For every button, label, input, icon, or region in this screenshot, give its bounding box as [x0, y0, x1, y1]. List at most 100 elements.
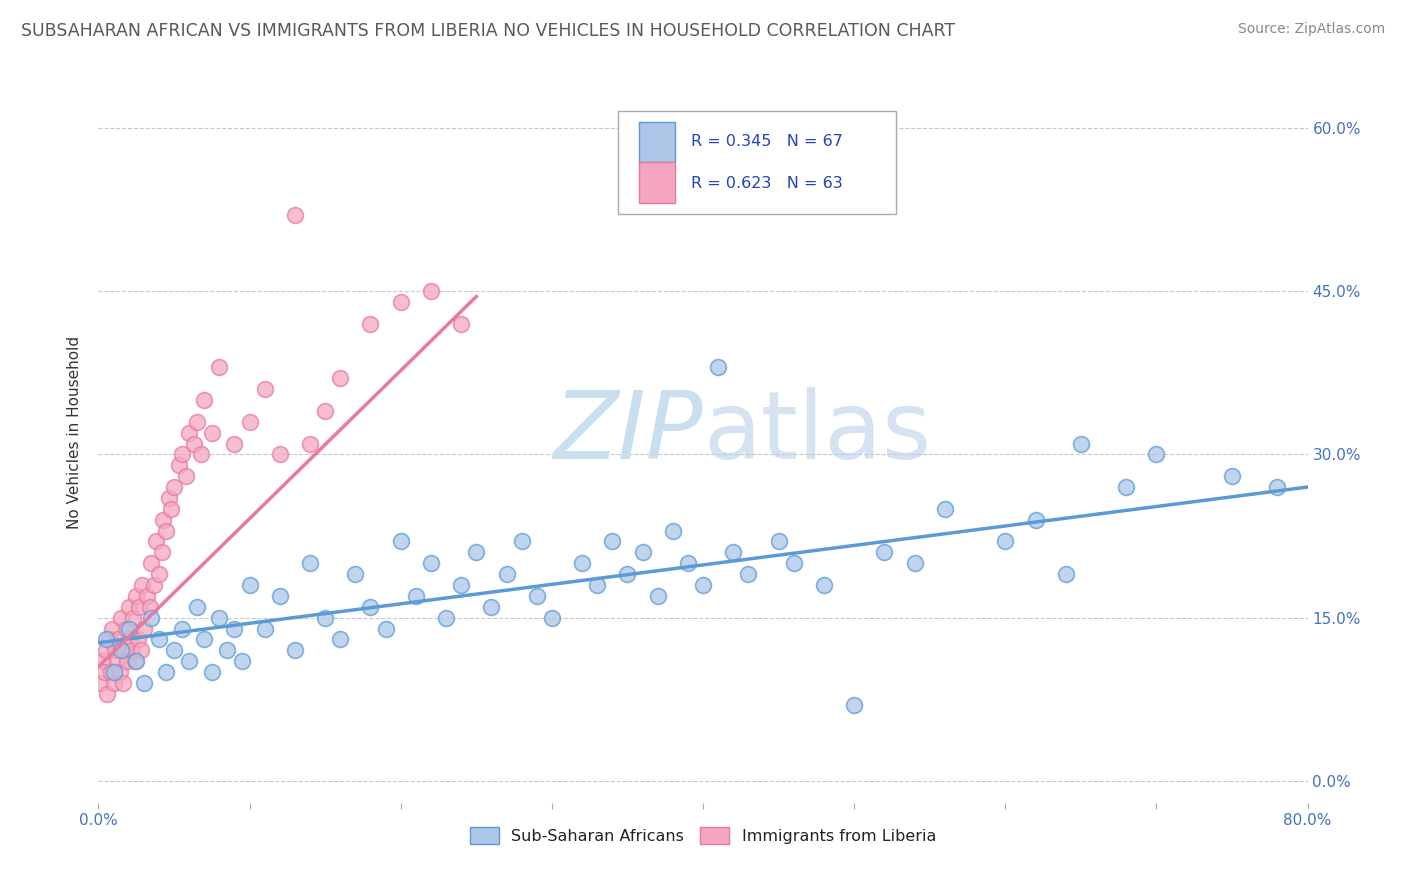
Point	[155, 665, 177, 680]
Point	[114, 622, 136, 636]
Point	[174, 469, 197, 483]
Point	[707, 360, 730, 375]
Point	[170, 622, 193, 636]
Point	[148, 567, 170, 582]
Point	[143, 578, 166, 592]
Point	[676, 556, 699, 570]
Point	[329, 632, 352, 647]
Point	[100, 665, 122, 680]
Point	[193, 632, 215, 647]
Point	[314, 611, 336, 625]
Point	[193, 392, 215, 407]
Point	[873, 545, 896, 559]
Point	[107, 632, 129, 647]
Point	[231, 654, 253, 668]
Point	[526, 589, 548, 603]
Point	[128, 599, 150, 614]
Text: R = 0.345   N = 67: R = 0.345 N = 67	[690, 134, 842, 149]
Point	[120, 632, 142, 647]
Text: SUBSAHARAN AFRICAN VS IMMIGRANTS FROM LIBERIA NO VEHICLES IN HOUSEHOLD CORRELATI: SUBSAHARAN AFRICAN VS IMMIGRANTS FROM LI…	[21, 22, 955, 40]
Point	[145, 534, 167, 549]
Point	[148, 632, 170, 647]
Point	[239, 578, 262, 592]
Point	[94, 643, 117, 657]
Point	[94, 632, 117, 647]
Point	[122, 611, 145, 625]
Point	[602, 534, 624, 549]
Point	[101, 622, 124, 636]
Legend: Sub-Saharan Africans, Immigrants from Liberia: Sub-Saharan Africans, Immigrants from Li…	[464, 821, 942, 850]
Point	[91, 654, 114, 668]
Point	[186, 599, 208, 614]
Text: ZIP: ZIP	[554, 387, 703, 478]
Point	[586, 578, 609, 592]
Point	[98, 632, 121, 647]
Point	[112, 643, 135, 657]
Point	[813, 578, 835, 592]
Point	[111, 676, 134, 690]
Point	[420, 556, 443, 570]
Point	[994, 534, 1017, 549]
Point	[329, 371, 352, 385]
Point	[105, 654, 128, 668]
Point	[723, 545, 745, 559]
Point	[631, 545, 654, 559]
Point	[269, 447, 291, 461]
Point	[141, 611, 163, 625]
Point	[389, 534, 412, 549]
Point	[239, 415, 262, 429]
Point	[405, 589, 427, 603]
Point	[768, 534, 790, 549]
Point	[434, 611, 457, 625]
Point	[135, 589, 157, 603]
Point	[224, 436, 246, 450]
Point	[103, 665, 125, 680]
FancyBboxPatch shape	[638, 162, 675, 203]
Point	[141, 556, 163, 570]
Point	[93, 665, 115, 680]
Point	[129, 643, 152, 657]
Point	[284, 208, 307, 222]
Point	[127, 632, 149, 647]
Point	[208, 360, 231, 375]
Point	[299, 556, 322, 570]
Point	[125, 589, 148, 603]
Point	[450, 578, 472, 592]
Point	[179, 425, 201, 440]
Text: atlas: atlas	[703, 386, 931, 479]
Point	[201, 425, 224, 440]
Point	[201, 665, 224, 680]
Point	[360, 599, 382, 614]
Point	[1070, 436, 1092, 450]
FancyBboxPatch shape	[638, 121, 675, 162]
Point	[118, 622, 141, 636]
Point	[510, 534, 533, 549]
Point	[155, 524, 177, 538]
Text: Source: ZipAtlas.com: Source: ZipAtlas.com	[1237, 22, 1385, 37]
Text: R = 0.623   N = 63: R = 0.623 N = 63	[690, 176, 842, 191]
Point	[1144, 447, 1167, 461]
Point	[152, 513, 174, 527]
Point	[389, 295, 412, 310]
Point	[269, 589, 291, 603]
Point	[183, 436, 205, 450]
Point	[118, 599, 141, 614]
Point	[104, 643, 127, 657]
Point	[661, 524, 683, 538]
Y-axis label: No Vehicles in Household: No Vehicles in Household	[67, 336, 83, 529]
Point	[110, 611, 132, 625]
Point	[540, 611, 562, 625]
Point	[344, 567, 367, 582]
Point	[125, 654, 148, 668]
Point	[495, 567, 517, 582]
Point	[124, 654, 146, 668]
Point	[844, 698, 866, 712]
Point	[692, 578, 714, 592]
Point	[314, 404, 336, 418]
Point	[647, 589, 669, 603]
Point	[110, 643, 132, 657]
Point	[374, 622, 396, 636]
Point	[1024, 513, 1046, 527]
Point	[450, 317, 472, 331]
Point	[132, 676, 155, 690]
